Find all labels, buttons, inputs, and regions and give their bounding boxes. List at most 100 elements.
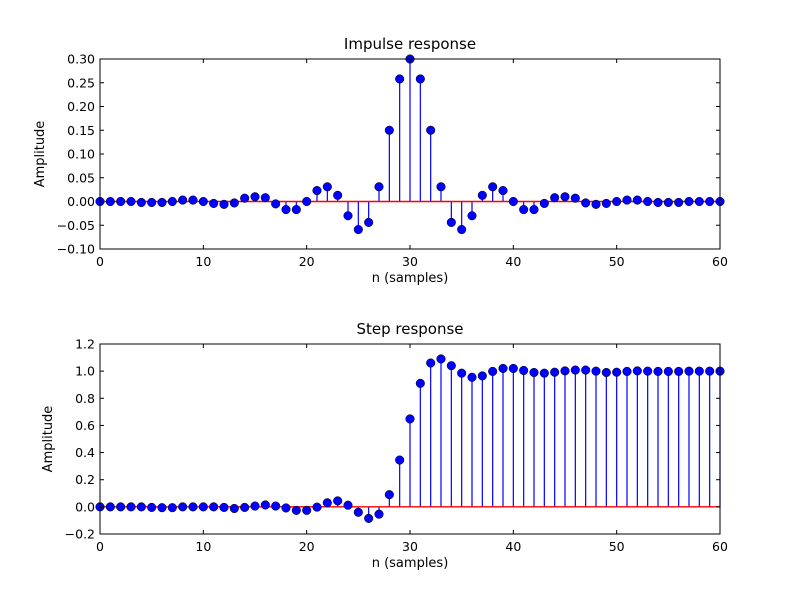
step-stem-marker [705, 366, 715, 376]
impulse-xtick-label: 40 [505, 254, 521, 269]
impulse-xtick-label: 10 [195, 254, 211, 269]
impulse-stem-marker [229, 198, 239, 208]
step-stem-marker [436, 354, 446, 364]
impulse-stem-marker [167, 196, 177, 207]
impulse-stem-marker [374, 182, 384, 192]
step-stem-marker [550, 367, 560, 377]
step-stem-marker [467, 372, 477, 382]
step-stem-marker [570, 365, 580, 375]
step-stem-marker [498, 363, 508, 373]
step-stem-marker [612, 367, 622, 377]
impulse-stem-marker [384, 125, 394, 135]
impulse-stem-marker [364, 217, 374, 227]
impulse-stem-marker [446, 217, 456, 227]
step-stem-marker [250, 501, 260, 511]
step-stem-marker [426, 358, 436, 368]
step-stem-marker [147, 502, 157, 512]
impulse-ytick-label: 0.25 [67, 75, 95, 90]
step-stem-marker [126, 502, 136, 512]
impulse-stem-marker [395, 74, 405, 84]
impulse-ytick-label: 0.00 [67, 194, 95, 209]
step-ytick-label: 0.4 [75, 445, 95, 460]
impulse-stem-marker [539, 198, 549, 208]
impulse-stem-marker [105, 196, 115, 207]
step-xtick-label: 30 [402, 539, 418, 554]
impulse-stem-marker [457, 224, 467, 235]
impulse-stem-marker [632, 195, 642, 205]
impulse-stem-marker [188, 195, 198, 205]
step-stem-marker [167, 503, 177, 513]
step-stem-marker [457, 368, 467, 378]
step-ytick-label: 0.0 [75, 499, 95, 514]
impulse-ylabel: Amplitude [33, 121, 48, 188]
step-ylabel: Amplitude [41, 406, 56, 473]
impulse-stem-marker [498, 186, 508, 196]
impulse-xtick-label: 60 [712, 254, 728, 269]
impulse-ytick-label: 0.15 [67, 123, 95, 138]
step-stem-marker [312, 502, 322, 512]
impulse-ytick-label: 0.20 [67, 99, 95, 114]
step-stem-marker [477, 371, 487, 381]
step-stem-marker [446, 361, 456, 371]
impulse-stem-marker [126, 196, 136, 207]
impulse-stem-marker [684, 196, 694, 207]
step-xtick-label: 20 [299, 539, 315, 554]
impulse-ytick-label: 0.10 [67, 147, 95, 162]
step-stem-marker [405, 414, 415, 424]
impulse-stem-marker [157, 197, 167, 207]
step-stem-marker [488, 366, 498, 376]
step-stem-marker [643, 366, 653, 376]
impulse-stem-marker [209, 198, 219, 208]
impulse-stem-marker [240, 193, 250, 203]
step-stem-marker [653, 366, 663, 376]
impulse-ytick-label: −0.05 [57, 218, 95, 233]
step-stem-marker [674, 366, 684, 376]
impulse-xtick-label: 50 [609, 254, 625, 269]
impulse-response-axes: Impulse response n (samples) Amplitude 0… [33, 35, 728, 286]
step-stem-marker [198, 502, 208, 512]
step-stem-marker [581, 365, 591, 375]
impulse-xlabel: n (samples) [372, 271, 449, 286]
step-xtick-label: 10 [195, 539, 211, 554]
step-stem-marker [694, 366, 704, 376]
step-stem-marker [632, 366, 642, 376]
impulse-stem-marker [663, 197, 673, 207]
impulse-title: Impulse response [344, 35, 476, 53]
step-stem-marker [560, 366, 570, 376]
impulse-stem-marker [570, 193, 580, 203]
step-title: Step response [356, 320, 463, 338]
step-stem-marker [209, 502, 219, 512]
impulse-stem-marker [674, 197, 684, 207]
step-stem-marker [116, 502, 126, 512]
step-xtick-label: 40 [505, 539, 521, 554]
step-response-axes: Step response n (samples) Amplitude 0 10 2… [41, 320, 728, 571]
impulse-stem-marker [653, 197, 663, 207]
impulse-stem-marker [147, 197, 157, 207]
impulse-stem-marker [477, 190, 487, 200]
step-stem-marker [374, 509, 384, 519]
step-stem-marker [591, 366, 601, 376]
impulse-stem-marker [488, 182, 498, 192]
step-ytick-label: 1.0 [75, 364, 95, 379]
step-stem-marker [343, 500, 353, 510]
impulse-stem-marker [529, 205, 539, 215]
impulse-stem-marker [271, 199, 281, 209]
step-stem-marker [333, 496, 343, 506]
impulse-stem-marker [291, 205, 301, 215]
impulse-stem-marker [560, 192, 570, 202]
step-stem-marker [219, 502, 229, 512]
impulse-stem-marker [415, 74, 425, 84]
step-stem-marker [539, 368, 549, 378]
impulse-stem-marker [467, 211, 477, 221]
step-stem-marker [384, 490, 394, 500]
impulse-stem-marker [281, 205, 291, 215]
step-stem-marker [415, 378, 425, 388]
impulse-xtick-label: 30 [402, 254, 418, 269]
impulse-stem-marker [591, 199, 601, 209]
impulse-stem-marker [581, 198, 591, 208]
step-stem-marker [663, 366, 673, 376]
step-stem-marker [136, 502, 146, 512]
step-xtick-label: 0 [96, 539, 104, 554]
step-stem-marker [395, 455, 405, 465]
